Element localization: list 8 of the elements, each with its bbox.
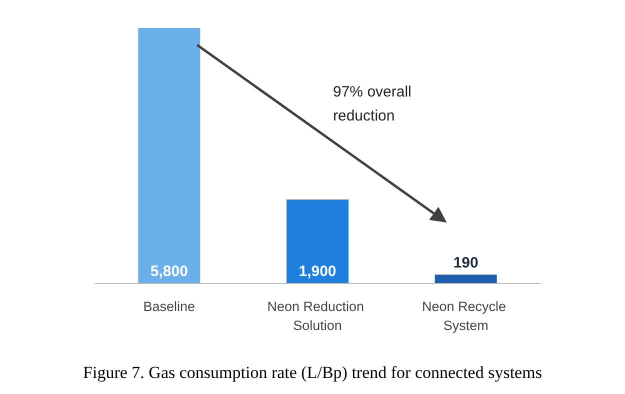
x-tick-label: Baseline xyxy=(143,299,196,314)
x-tick-label: Neon Recycle System xyxy=(422,299,510,333)
data-label: 5,800 xyxy=(150,263,188,280)
text: Figure 7. Gas consumption rate (L/Bp) trend for connected systems xyxy=(83,363,542,382)
annotation: 97% overall reduction xyxy=(333,84,416,124)
data-label: 190 xyxy=(453,254,478,272)
data-label: 1,900 xyxy=(298,263,336,280)
x-tick-label: Neon Reduction Solution xyxy=(267,299,368,333)
